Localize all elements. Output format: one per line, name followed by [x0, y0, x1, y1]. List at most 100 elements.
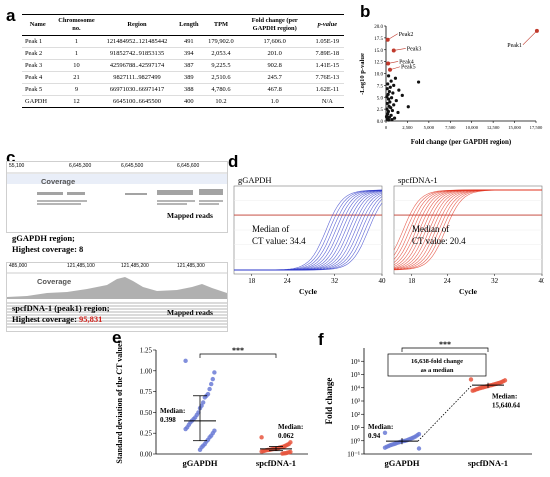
- chart-b-point: [389, 79, 393, 83]
- peak-table-container: Name Chromosome no. Region Length TPM Fo…: [22, 14, 344, 108]
- chart-b-xtick-label: 17,500: [530, 125, 543, 131]
- table-cell: 1.62E-11: [310, 83, 344, 96]
- chart-f: 10⁻¹ 10⁰ 10¹ 10² 10³ 10⁴ 10⁵ 10⁶ Fold change gGAP…: [324, 340, 532, 468]
- panel-letter-f: f: [318, 330, 324, 349]
- table-cell: Peak 2: [22, 47, 54, 60]
- chart-f-ytick-label: 10¹: [351, 424, 360, 432]
- chart-f-ytick-label: 10⁻¹: [347, 451, 360, 459]
- igv-top-title: gGAPDH region;: [12, 233, 75, 243]
- table-cell: 394: [174, 47, 204, 60]
- chart-d-xtick-label: 40: [379, 277, 387, 285]
- chart-b-ylabel: -Log10 p-value: [359, 53, 366, 95]
- chart-f-median-label-0-line2: 0.94: [368, 432, 381, 440]
- chart-b-ytick-label: 5.0: [377, 96, 384, 101]
- table-cell: 467.8: [238, 83, 311, 96]
- table-cell: 1: [53, 47, 100, 60]
- chart-f-ytick-label: 10⁵: [351, 371, 361, 379]
- table-cell: 9: [53, 83, 100, 96]
- chart-f-ytick-label: 10²: [351, 411, 360, 419]
- igv-bottom-tick-2: 121,485,200: [121, 263, 149, 269]
- chart-e-point: [209, 381, 214, 387]
- chart-f-ytick-label: 10³: [351, 398, 360, 406]
- chart-d-xlabel: Cycle: [459, 287, 478, 296]
- table-cell: N/A: [310, 95, 344, 108]
- chart-b-x-ticks: 0 2,500 5,000 7,500 10,000 12,500 15,000 17,500: [385, 121, 543, 131]
- chart-e-point: [280, 451, 285, 456]
- chart-d-panel-spcfdna: spcfDNA-1 18 24 32 40 Cycle Median of CT value:…: [393, 175, 545, 296]
- chart-f-annotation-line2: as a median: [421, 367, 454, 374]
- igv-top-coverage-label: Coverage: [41, 177, 76, 186]
- panel-letter-e: e: [112, 328, 122, 347]
- table-cell: 245.7: [238, 71, 311, 84]
- chart-d-xtick-label: 40: [539, 277, 545, 285]
- chart-b-peak-point: [388, 67, 393, 72]
- igv-bottom-tick-0: 485,000: [9, 263, 28, 269]
- chart-b-point: [397, 88, 401, 92]
- chart-e-point: [183, 426, 188, 432]
- chart-b-xtick-label: 7,500: [445, 125, 456, 131]
- chart-f-annotation-box: [387, 353, 487, 377]
- chart-d-xtick-label: 24: [284, 277, 292, 285]
- table-cell: 10.2: [203, 95, 239, 108]
- panel-letter-d: d: [228, 152, 239, 171]
- header-p-value: p-value: [310, 14, 344, 36]
- chart-f-ytick-label: 10⁰: [350, 437, 360, 445]
- chart-e-ytick-label: 1.25: [140, 347, 153, 355]
- chart-b-ytick-label: 12.5: [374, 61, 383, 66]
- chart-d-annotation-line1: Median of: [412, 224, 449, 234]
- chart-e-point: [259, 435, 264, 440]
- chart-f-ytick-label: 10⁶: [351, 358, 361, 366]
- chart-b-point: [392, 116, 397, 120]
- igv-bottom-title: spcfDNA-1 (peak1) region;: [12, 303, 110, 313]
- chart-b-point: [400, 93, 404, 97]
- chart-b-xlabel: Fold change (per GAPDH region): [411, 138, 512, 146]
- table-cell: Peak 1: [22, 35, 54, 48]
- chart-e-point: [197, 447, 203, 453]
- chart-f-median-label-1-line2: 15,640.64: [492, 402, 521, 410]
- chart-e-median-label-0-line2: 0.398: [160, 416, 176, 424]
- table-row: Peak 4 21 9827111..9827499 389 2,510.6 245.7 7…: [22, 71, 344, 84]
- igv-top-graphic: [7, 172, 227, 205]
- chart-f-category-label: spcfDNA-1: [468, 458, 508, 468]
- chart-f-point: [468, 377, 474, 382]
- chart-b-peak-label: Peak5: [401, 65, 416, 71]
- chart-b-point: [387, 118, 391, 122]
- chart-b-point: [389, 96, 394, 100]
- chart-d-xtick-label: 32: [331, 277, 339, 285]
- table-cell: 6645100..6645500: [99, 95, 175, 108]
- table-row: Peak 5 9 66971030..66971417 388 4,780.6 467.8…: [22, 83, 344, 96]
- chart-e: 0.00 0.25 0.50 0.75 1.00 1.25 Standard deviati…: [115, 340, 308, 468]
- igv-bottom-subtitle-prefix: Highest coverage:: [12, 314, 80, 324]
- table-cell: GAPDH: [22, 95, 54, 108]
- table-cell: 21: [53, 71, 100, 84]
- table-header-row: Name Chromosome no. Region Length TPM Fo…: [22, 14, 344, 36]
- table-cell: 2,510.6: [203, 71, 239, 84]
- table-cell: 121484952..121485442: [99, 35, 175, 48]
- chart-d-xtick-label: 18: [248, 277, 256, 285]
- chart-b-point: [391, 91, 395, 95]
- chart-b: 0.0 2.5 5.0 7.5 10.0 12.5 15.0 17.5 20.0 0 2,500 5…: [359, 25, 543, 146]
- header-fold-change: Fold change (per GAPDH region): [238, 14, 311, 36]
- chart-b-ytick-label: 2.5: [377, 108, 384, 113]
- panel-letter-a: a: [6, 6, 16, 25]
- igv-top-subtitle: Highest coverage: 8: [12, 244, 84, 254]
- chart-f-category-label: gGAPDH: [385, 458, 420, 468]
- igv-top-tick-2: 6,645,500: [121, 163, 144, 169]
- chart-e-category-label: spcfDNA-1: [256, 458, 296, 468]
- header-tpm: TPM: [203, 14, 239, 36]
- table-cell: 400: [174, 95, 204, 108]
- chart-b-point: [388, 85, 392, 89]
- table-cell: 2,053.4: [203, 47, 239, 60]
- chart-e-median-label-1-line2: 0.062: [278, 432, 294, 440]
- chart-b-point: [386, 82, 390, 86]
- chart-e-point: [183, 358, 188, 364]
- chart-b-point: [393, 76, 398, 80]
- chart-b-point: [396, 110, 400, 115]
- table-cell: 387: [174, 59, 204, 72]
- chart-b-point: [390, 108, 395, 113]
- chart-d-xtick-label: 24: [444, 277, 452, 285]
- chart-b-peak-label: Peak3: [407, 46, 422, 52]
- chart-b-point: [385, 107, 389, 111]
- chart-b-point: [394, 98, 398, 103]
- chart-e-significance-label: ***: [232, 346, 244, 355]
